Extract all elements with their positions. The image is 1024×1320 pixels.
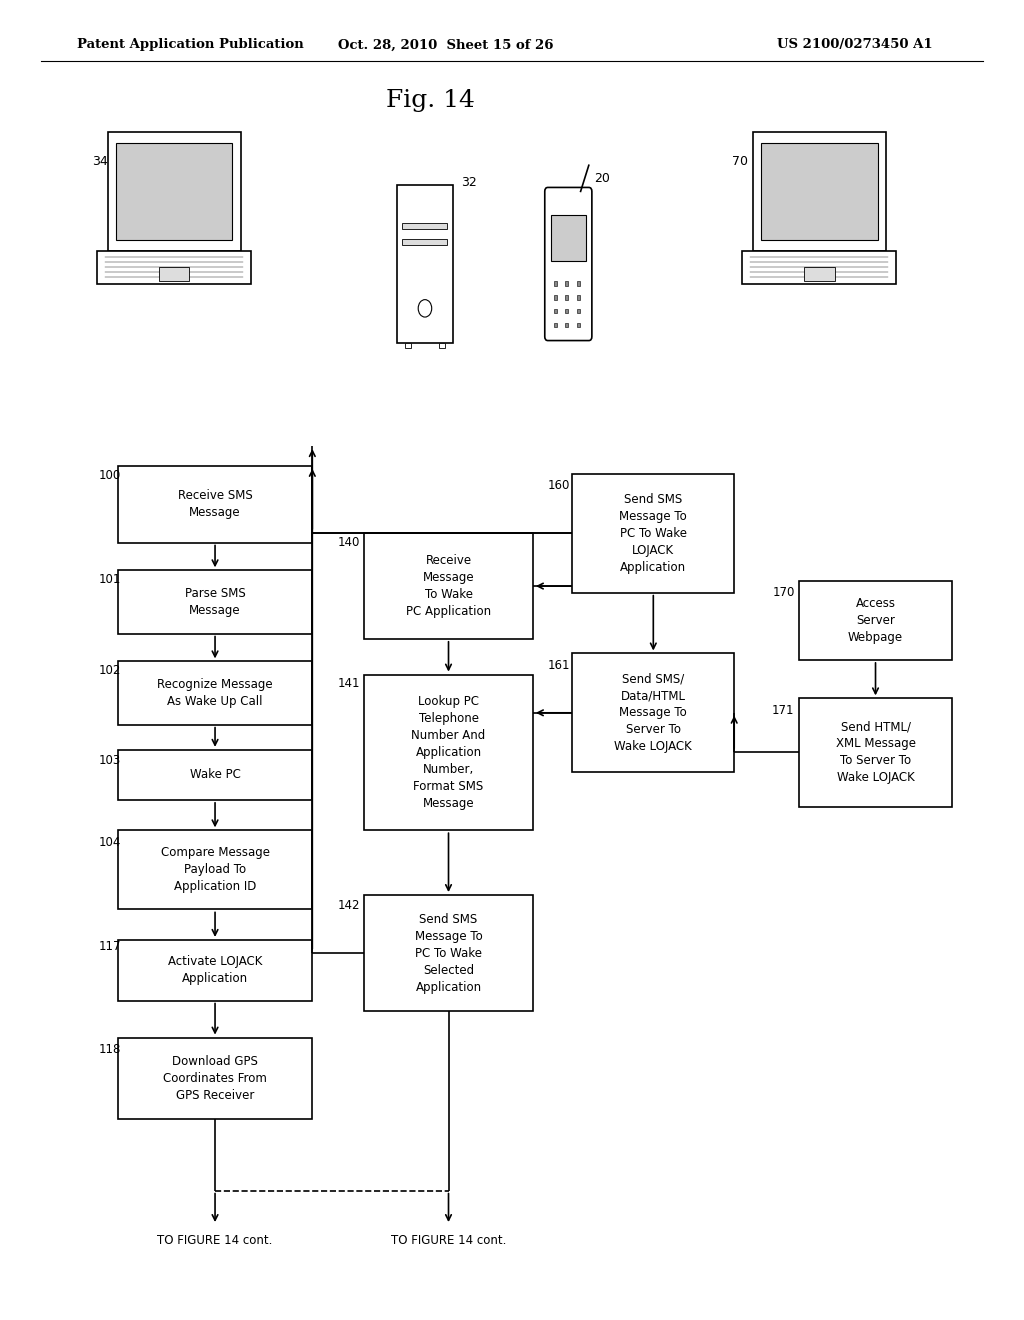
Text: Recognize Message
As Wake Up Call: Recognize Message As Wake Up Call <box>158 678 272 708</box>
Bar <box>761 143 878 240</box>
Bar <box>804 267 835 281</box>
Bar <box>565 323 568 327</box>
Text: US 2100/0273450 A1: US 2100/0273450 A1 <box>777 38 933 51</box>
Bar <box>118 1038 312 1119</box>
Text: 102: 102 <box>98 664 121 677</box>
Bar <box>554 296 557 300</box>
Text: 20: 20 <box>594 172 610 185</box>
Text: 118: 118 <box>98 1043 121 1056</box>
Text: Compare Message
Payload To
Application ID: Compare Message Payload To Application I… <box>161 846 269 894</box>
Text: Send HTML/
XML Message
To Server To
Wake LOJACK: Send HTML/ XML Message To Server To Wake… <box>836 721 915 784</box>
Bar <box>396 185 453 343</box>
Text: 161: 161 <box>548 659 570 672</box>
Text: 142: 142 <box>338 899 360 912</box>
Text: 117: 117 <box>98 940 121 953</box>
Text: Access
Server
Webpage: Access Server Webpage <box>848 597 903 644</box>
Bar <box>402 223 447 230</box>
Bar <box>406 343 411 348</box>
Bar <box>118 661 312 725</box>
Text: Activate LOJACK
Application: Activate LOJACK Application <box>168 956 262 985</box>
Bar <box>365 533 532 639</box>
Bar <box>554 323 557 327</box>
Bar <box>118 830 312 909</box>
Bar <box>799 698 952 807</box>
Text: Fig. 14: Fig. 14 <box>386 88 474 112</box>
Bar <box>118 940 312 1001</box>
Bar <box>565 281 568 286</box>
Text: Receive
Message
To Wake
PC Application: Receive Message To Wake PC Application <box>406 554 492 618</box>
Bar <box>554 309 557 313</box>
Text: 160: 160 <box>548 479 570 492</box>
Text: TO FIGURE 14 cont.: TO FIGURE 14 cont. <box>158 1234 272 1247</box>
Text: 140: 140 <box>338 536 360 549</box>
Text: 34: 34 <box>92 154 108 168</box>
Bar <box>402 239 447 246</box>
Bar <box>551 215 586 261</box>
Text: Patent Application Publication: Patent Application Publication <box>77 38 303 51</box>
Bar <box>742 251 896 284</box>
Text: 100: 100 <box>98 469 121 482</box>
Text: Wake PC: Wake PC <box>189 768 241 781</box>
Bar <box>439 343 444 348</box>
Text: 70: 70 <box>731 154 748 168</box>
Bar <box>97 251 251 284</box>
Text: Lookup PC
Telephone
Number And
Application
Number,
Format SMS
Message: Lookup PC Telephone Number And Applicati… <box>412 694 485 810</box>
Text: Oct. 28, 2010  Sheet 15 of 26: Oct. 28, 2010 Sheet 15 of 26 <box>338 38 553 51</box>
Bar <box>577 323 580 327</box>
Bar <box>565 309 568 313</box>
Text: 104: 104 <box>98 836 121 849</box>
Text: Send SMS/
Data/HTML
Message To
Server To
Wake LOJACK: Send SMS/ Data/HTML Message To Server To… <box>614 672 692 754</box>
Bar <box>577 296 580 300</box>
Bar <box>572 474 734 593</box>
FancyBboxPatch shape <box>545 187 592 341</box>
Text: 103: 103 <box>98 754 121 767</box>
Text: Receive SMS
Message: Receive SMS Message <box>178 490 252 519</box>
Bar <box>565 296 568 300</box>
Bar <box>116 143 232 240</box>
Bar <box>577 309 580 313</box>
Text: TO FIGURE 14 cont.: TO FIGURE 14 cont. <box>391 1234 506 1247</box>
Bar <box>365 675 532 830</box>
Bar <box>554 281 557 286</box>
Text: 101: 101 <box>98 573 121 586</box>
Bar <box>118 750 312 800</box>
Bar <box>753 132 886 251</box>
Text: Send SMS
Message To
PC To Wake
Selected
Application: Send SMS Message To PC To Wake Selected … <box>415 912 482 994</box>
Bar <box>118 570 312 634</box>
Bar <box>365 895 532 1011</box>
Bar <box>118 466 312 543</box>
Bar <box>159 267 189 281</box>
Bar <box>577 281 580 286</box>
Text: Download GPS
Coordinates From
GPS Receiver: Download GPS Coordinates From GPS Receiv… <box>163 1055 267 1102</box>
Text: Send SMS
Message To
PC To Wake
LOJACK
Application: Send SMS Message To PC To Wake LOJACK Ap… <box>620 492 687 574</box>
Bar <box>572 653 734 772</box>
Text: 170: 170 <box>772 586 795 599</box>
Bar <box>799 581 952 660</box>
Text: Parse SMS
Message: Parse SMS Message <box>184 587 246 616</box>
Text: 32: 32 <box>461 176 476 189</box>
Bar <box>108 132 241 251</box>
Text: 141: 141 <box>338 677 360 690</box>
Text: 171: 171 <box>772 704 795 717</box>
